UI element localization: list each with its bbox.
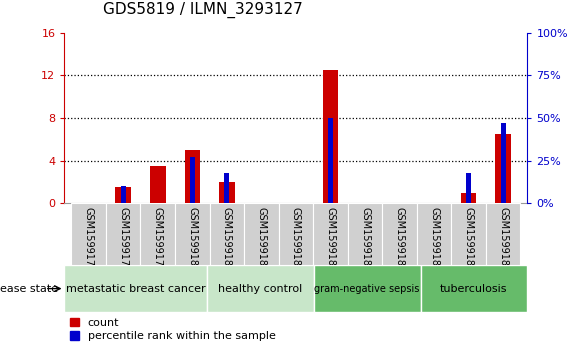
Bar: [121, 186, 126, 203]
Bar: [486, 203, 520, 265]
Text: GSM1599178: GSM1599178: [118, 207, 128, 272]
Bar: [185, 150, 200, 203]
Text: disease state: disease state: [0, 284, 59, 294]
Bar: [279, 203, 313, 265]
Text: GSM1599187: GSM1599187: [429, 207, 439, 272]
Bar: [115, 187, 131, 203]
Bar: [64, 265, 207, 312]
Bar: [495, 134, 511, 203]
Bar: [328, 118, 333, 203]
Text: GSM1599189: GSM1599189: [498, 207, 508, 272]
Bar: [224, 172, 230, 203]
Bar: [382, 203, 417, 265]
Bar: [500, 123, 506, 203]
Text: gram-negative sepsis: gram-negative sepsis: [315, 284, 420, 294]
Bar: [451, 203, 486, 265]
Bar: [323, 70, 338, 203]
Text: GSM1599179: GSM1599179: [153, 207, 163, 272]
Text: GDS5819 / ILMN_3293127: GDS5819 / ILMN_3293127: [104, 2, 303, 18]
Text: tuberculosis: tuberculosis: [440, 284, 507, 294]
Bar: [244, 203, 279, 265]
Text: GSM1599182: GSM1599182: [257, 207, 267, 272]
Text: GSM1599186: GSM1599186: [394, 207, 404, 272]
Bar: [190, 157, 195, 203]
Text: GSM1599184: GSM1599184: [325, 207, 335, 272]
Bar: [71, 203, 106, 265]
Text: GSM1599188: GSM1599188: [464, 207, 473, 272]
Text: GSM1599181: GSM1599181: [222, 207, 232, 272]
Text: metastatic breast cancer: metastatic breast cancer: [66, 284, 206, 294]
Bar: [141, 203, 175, 265]
Text: GSM1599180: GSM1599180: [188, 207, 197, 272]
Bar: [207, 265, 314, 312]
Bar: [314, 265, 421, 312]
Bar: [313, 203, 347, 265]
Text: GSM1599183: GSM1599183: [291, 207, 301, 272]
Bar: [466, 172, 471, 203]
Bar: [461, 193, 476, 203]
Bar: [421, 265, 527, 312]
Text: GSM1599185: GSM1599185: [360, 207, 370, 272]
Bar: [210, 203, 244, 265]
Text: healthy control: healthy control: [218, 284, 302, 294]
Bar: [347, 203, 382, 265]
Legend: count, percentile rank within the sample: count, percentile rank within the sample: [70, 318, 275, 341]
Bar: [150, 166, 165, 203]
Bar: [219, 182, 234, 203]
Bar: [106, 203, 141, 265]
Text: GSM1599177: GSM1599177: [84, 207, 94, 272]
Bar: [175, 203, 210, 265]
Bar: [417, 203, 451, 265]
